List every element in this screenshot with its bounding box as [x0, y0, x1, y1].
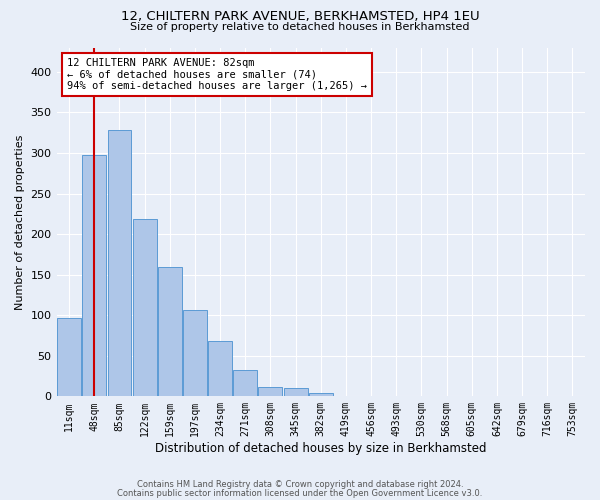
Bar	[107, 130, 131, 396]
Text: 12, CHILTERN PARK AVENUE, BERKHAMSTED, HP4 1EU: 12, CHILTERN PARK AVENUE, BERKHAMSTED, H…	[121, 10, 479, 23]
Bar	[82, 154, 106, 396]
Bar	[158, 266, 182, 396]
Text: Contains HM Land Registry data © Crown copyright and database right 2024.: Contains HM Land Registry data © Crown c…	[137, 480, 463, 489]
Bar	[57, 318, 81, 396]
Text: Size of property relative to detached houses in Berkhamsted: Size of property relative to detached ho…	[130, 22, 470, 32]
Bar	[259, 386, 283, 396]
Text: 12 CHILTERN PARK AVENUE: 82sqm
← 6% of detached houses are smaller (74)
94% of s: 12 CHILTERN PARK AVENUE: 82sqm ← 6% of d…	[67, 58, 367, 91]
Bar	[208, 341, 232, 396]
Bar	[233, 370, 257, 396]
Bar	[284, 388, 308, 396]
Bar	[309, 393, 333, 396]
Bar	[133, 218, 157, 396]
X-axis label: Distribution of detached houses by size in Berkhamsted: Distribution of detached houses by size …	[155, 442, 487, 455]
Bar	[183, 310, 207, 396]
Y-axis label: Number of detached properties: Number of detached properties	[15, 134, 25, 310]
Text: Contains public sector information licensed under the Open Government Licence v3: Contains public sector information licen…	[118, 489, 482, 498]
